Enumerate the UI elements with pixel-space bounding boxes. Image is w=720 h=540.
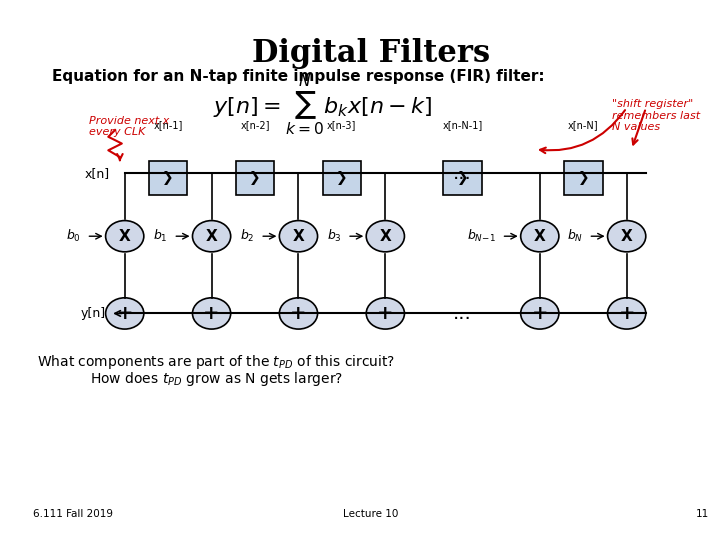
Text: x[n-1]: x[n-1] bbox=[153, 120, 183, 131]
Text: ❯: ❯ bbox=[336, 171, 348, 185]
Text: $b_{N\!-\!1}$: $b_{N\!-\!1}$ bbox=[467, 228, 496, 244]
Text: X: X bbox=[292, 229, 305, 244]
Text: ❯: ❯ bbox=[577, 171, 589, 185]
Ellipse shape bbox=[366, 220, 405, 252]
Text: y[n]: y[n] bbox=[80, 307, 105, 320]
Text: X: X bbox=[206, 229, 217, 244]
Text: Equation for an N-tap finite impulse response (FIR) filter:: Equation for an N-tap finite impulse res… bbox=[53, 69, 545, 84]
Text: +: + bbox=[290, 304, 307, 323]
Text: X: X bbox=[379, 229, 391, 244]
Text: $y[n]=\sum_{k=0}^{N}b_k x[n-k]$: $y[n]=\sum_{k=0}^{N}b_k x[n-k]$ bbox=[213, 74, 432, 138]
Ellipse shape bbox=[608, 220, 646, 252]
FancyBboxPatch shape bbox=[149, 161, 187, 195]
FancyBboxPatch shape bbox=[444, 161, 482, 195]
Text: $b_2$: $b_2$ bbox=[240, 228, 255, 244]
Text: X: X bbox=[119, 229, 130, 244]
Text: ❯: ❯ bbox=[249, 171, 261, 185]
Text: X: X bbox=[534, 229, 546, 244]
Ellipse shape bbox=[521, 298, 559, 329]
Text: ...: ... bbox=[453, 304, 472, 323]
Text: Provide next x
every CLK: Provide next x every CLK bbox=[89, 116, 169, 137]
FancyBboxPatch shape bbox=[235, 161, 274, 195]
Text: $b_1$: $b_1$ bbox=[153, 228, 168, 244]
Text: x[n]: x[n] bbox=[85, 167, 110, 180]
Text: How does $t_{PD}$ grow as N gets larger?: How does $t_{PD}$ grow as N gets larger? bbox=[90, 370, 343, 388]
Text: +: + bbox=[377, 304, 394, 323]
Text: Digital Filters: Digital Filters bbox=[252, 38, 490, 69]
Text: $b_3$: $b_3$ bbox=[327, 228, 342, 244]
Text: x[n-3]: x[n-3] bbox=[327, 120, 356, 131]
Text: x[n-2]: x[n-2] bbox=[240, 120, 270, 131]
Text: +: + bbox=[117, 304, 133, 323]
Text: +: + bbox=[203, 304, 220, 323]
Text: ❯: ❯ bbox=[456, 171, 469, 185]
Text: 6.111 Fall 2019: 6.111 Fall 2019 bbox=[33, 509, 113, 519]
Text: What components are part of the $t_{PD}$ of this circuit?: What components are part of the $t_{PD}$… bbox=[37, 353, 395, 370]
Text: Lecture 10: Lecture 10 bbox=[343, 509, 399, 519]
Text: $b_N$: $b_N$ bbox=[567, 228, 583, 244]
Text: 11: 11 bbox=[696, 509, 708, 519]
Ellipse shape bbox=[608, 298, 646, 329]
Ellipse shape bbox=[366, 298, 405, 329]
Ellipse shape bbox=[279, 220, 318, 252]
Ellipse shape bbox=[192, 298, 230, 329]
Text: x[n-N-1]: x[n-N-1] bbox=[443, 120, 482, 131]
Ellipse shape bbox=[106, 220, 144, 252]
Ellipse shape bbox=[192, 220, 230, 252]
Text: +: + bbox=[531, 304, 548, 323]
Text: $b_0$: $b_0$ bbox=[66, 228, 81, 244]
Text: +: + bbox=[618, 304, 635, 323]
FancyBboxPatch shape bbox=[323, 161, 361, 195]
Ellipse shape bbox=[106, 298, 144, 329]
Text: "shift register"
remembers last
N values: "shift register" remembers last N values bbox=[612, 99, 701, 132]
Ellipse shape bbox=[279, 298, 318, 329]
Text: X: X bbox=[621, 229, 633, 244]
Text: ...: ... bbox=[453, 164, 472, 183]
Ellipse shape bbox=[521, 220, 559, 252]
Text: ❯: ❯ bbox=[162, 171, 174, 185]
Text: x[n-N]: x[n-N] bbox=[568, 120, 598, 131]
FancyBboxPatch shape bbox=[564, 161, 603, 195]
